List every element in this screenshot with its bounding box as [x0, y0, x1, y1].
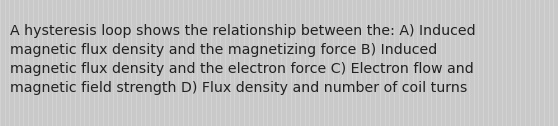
Text: A hysteresis loop shows the relationship between the: A) Induced
magnetic flux d: A hysteresis loop shows the relationship…	[10, 24, 475, 95]
